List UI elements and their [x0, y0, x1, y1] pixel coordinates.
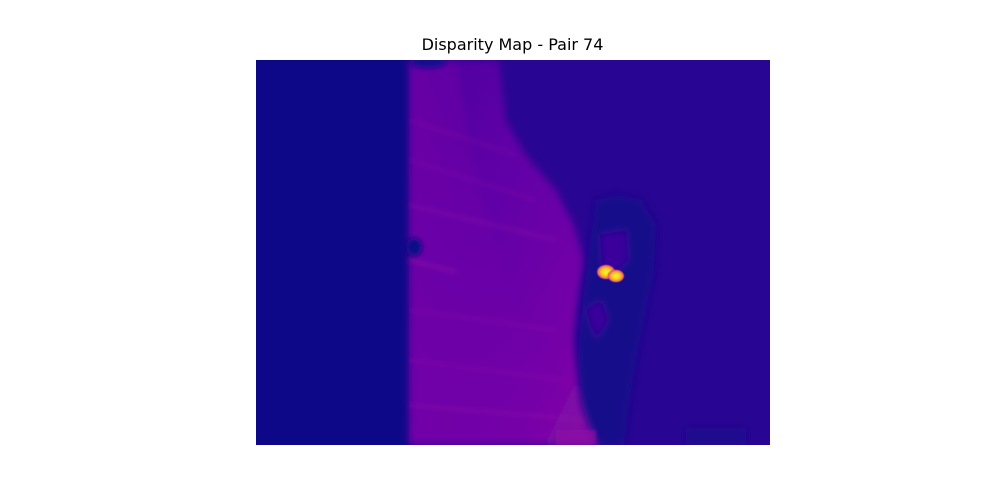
hot-spot — [596, 264, 625, 283]
wall-streaks — [408, 118, 587, 422]
left-far-region — [256, 60, 409, 445]
bottom-right-fragments — [556, 428, 746, 445]
top-edge-bump — [410, 60, 446, 68]
wall-surface — [409, 60, 601, 445]
disparity-map-image — [256, 60, 770, 445]
wall-edge-notch — [406, 238, 422, 256]
dark-object-region — [578, 195, 656, 445]
figure-title: Disparity Map - Pair 74 — [421, 35, 604, 54]
